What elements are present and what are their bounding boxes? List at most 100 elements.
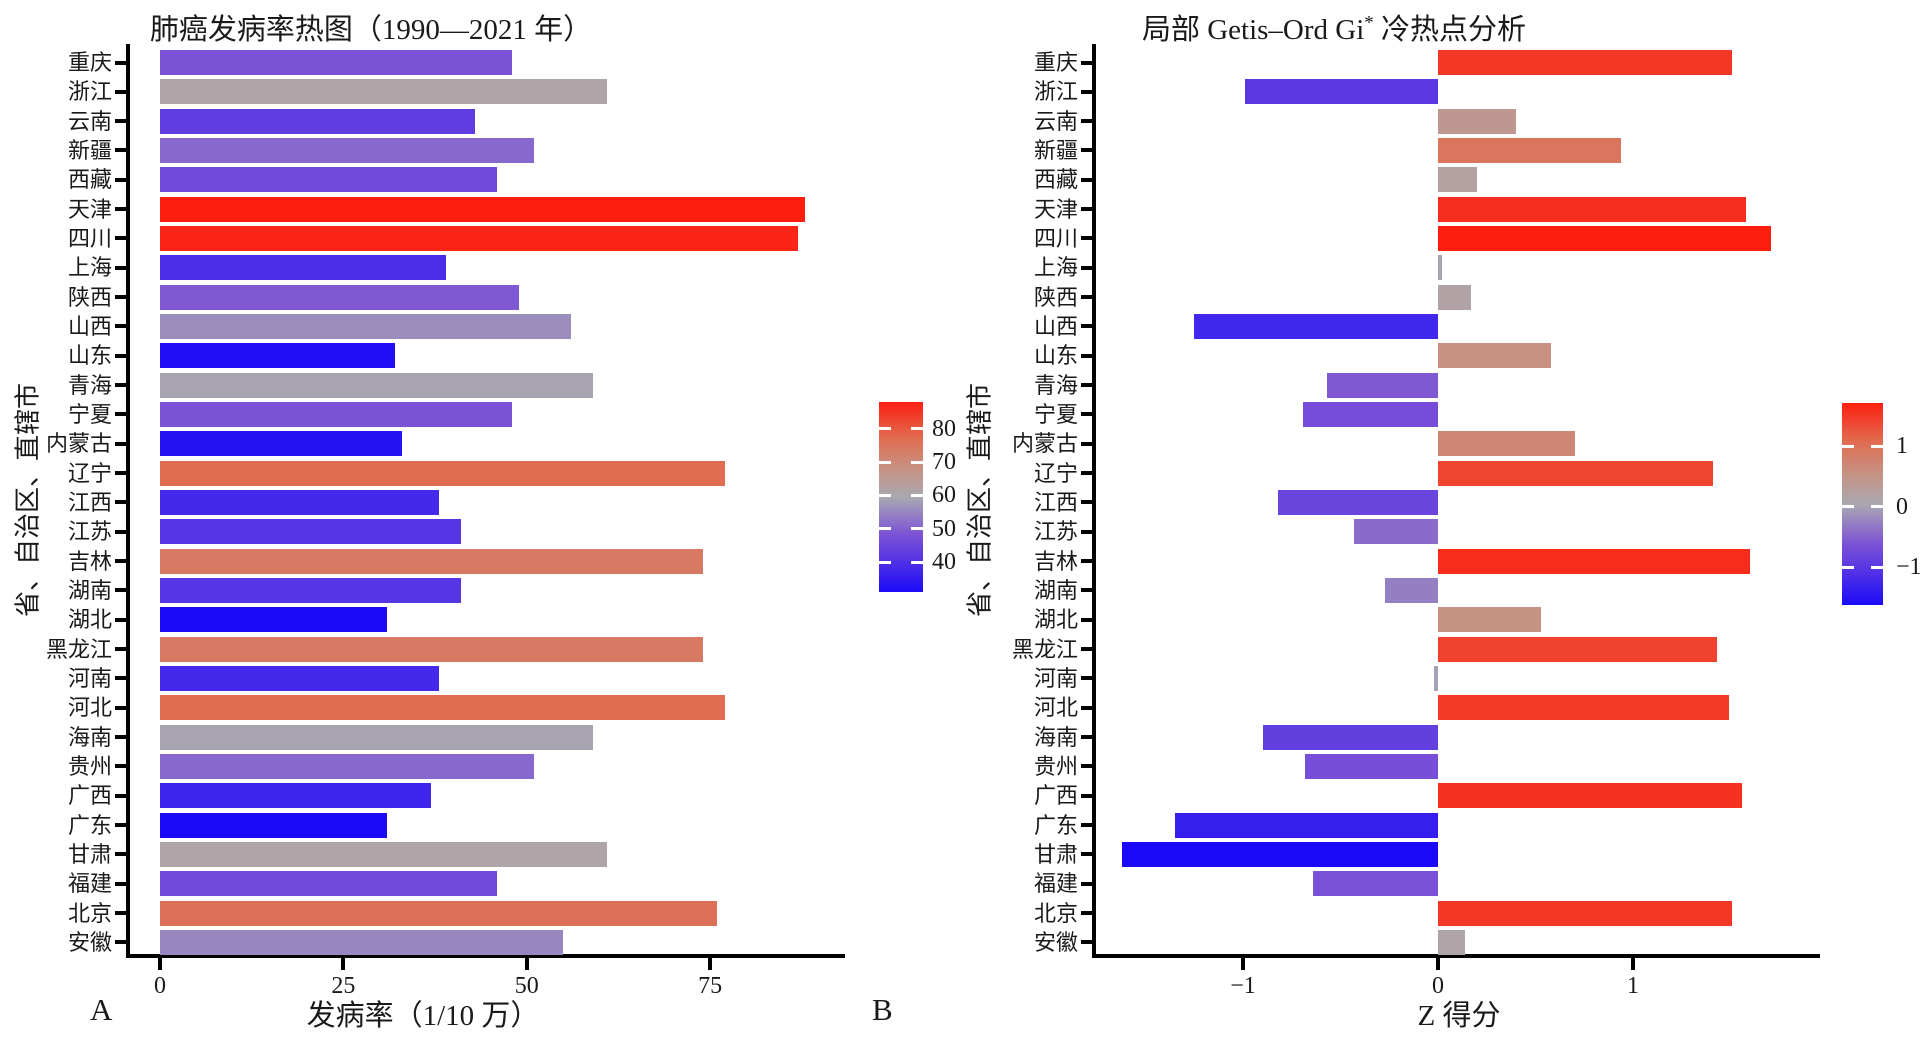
province-label: 重庆 (1033, 50, 1078, 75)
province-label: 天津 (67, 196, 112, 222)
province-label: 贵州 (67, 753, 112, 779)
x-tick-label: 75 (698, 973, 723, 999)
colorbar-tick-label: 1 (1896, 433, 1908, 460)
y-tick (1081, 764, 1092, 769)
y-tick (1081, 735, 1092, 740)
y-tick (115, 148, 126, 153)
colorbar-tick (879, 493, 891, 497)
y-tick (1081, 60, 1092, 65)
x-tick-label: 50 (514, 973, 539, 999)
bar (160, 577, 461, 603)
x-tick-label: 1 (1627, 973, 1639, 999)
y-tick (1081, 295, 1092, 300)
x-tick (708, 958, 713, 970)
colorbar-tick-label: 50 (932, 515, 956, 542)
bar (1244, 79, 1438, 105)
province-label: 辽宁 (1033, 460, 1078, 486)
bar (1122, 841, 1438, 867)
y-tick (115, 647, 126, 652)
y-tick (115, 353, 126, 358)
y-tick (115, 177, 126, 182)
bar (160, 871, 498, 897)
colorbar-tick (911, 527, 923, 531)
y-tick (1081, 823, 1092, 828)
bar (1438, 636, 1717, 662)
bar (1438, 225, 1772, 251)
province-label: 河北 (1033, 695, 1078, 721)
province-label: 云南 (67, 108, 112, 134)
bar (1313, 871, 1438, 897)
y-tick (115, 676, 126, 681)
province-label: 山东 (67, 343, 112, 369)
y-tick (115, 60, 126, 65)
province-label: 浙江 (67, 79, 112, 105)
bar (160, 783, 432, 809)
province-label: 河北 (67, 695, 112, 721)
province-label: 上海 (67, 255, 112, 281)
y-tick (1081, 647, 1092, 652)
bar (1438, 108, 1516, 134)
colorbar-tick (911, 427, 923, 431)
province-label: 青海 (1033, 372, 1078, 398)
y-tick (115, 852, 126, 857)
province-label: 贵州 (1033, 753, 1078, 779)
province-label: 江苏 (1033, 519, 1078, 545)
colorbar-tick (911, 460, 923, 464)
y-axis-spine (126, 44, 130, 958)
bar (1438, 255, 1442, 281)
bar (160, 255, 447, 281)
bar (160, 900, 718, 926)
bar (1194, 313, 1438, 339)
province-label: 海南 (67, 724, 112, 750)
province-label: 河南 (1033, 665, 1078, 691)
province-label: 西藏 (67, 167, 112, 193)
bar (1305, 753, 1438, 779)
bar (160, 607, 388, 633)
y-tick (115, 793, 126, 798)
province-label: 云南 (1033, 108, 1078, 134)
y-tick (1081, 617, 1092, 622)
bar (160, 665, 439, 691)
bar (160, 137, 535, 163)
y-axis-spine (1092, 44, 1096, 958)
y-tick (1081, 265, 1092, 270)
bar (160, 636, 703, 662)
y-tick (1081, 324, 1092, 329)
x-tick (1436, 958, 1440, 970)
province-label: 青海 (67, 372, 112, 398)
province-label: 广西 (1033, 783, 1078, 809)
y-tick (115, 295, 126, 300)
panel-b-title-suffix: 冷热点分析 (1373, 14, 1527, 46)
province-label: 湖南 (1033, 577, 1078, 603)
bar (160, 519, 461, 545)
bar (160, 50, 513, 75)
province-label: 江西 (67, 489, 112, 515)
bar (160, 401, 513, 427)
province-label: 安徽 (1033, 929, 1078, 955)
bar (160, 841, 608, 867)
y-tick (115, 383, 126, 388)
province-label: 广西 (67, 783, 112, 809)
bar (1278, 489, 1438, 515)
bar (160, 431, 403, 457)
bar (160, 167, 498, 193)
y-tick (1081, 529, 1092, 534)
x-axis-spine (1092, 954, 1820, 958)
bar (1438, 929, 1466, 955)
y-tick (1081, 471, 1092, 476)
colorbar-tick (1871, 444, 1883, 448)
colorbar-tick (879, 560, 891, 564)
bar (1438, 460, 1713, 486)
bar (160, 724, 593, 750)
y-tick (1081, 207, 1092, 212)
province-label: 福建 (1033, 871, 1078, 897)
colorbar-tick (1842, 565, 1854, 569)
x-axis-spine (126, 954, 845, 958)
y-tick (115, 911, 126, 916)
province-label: 黑龙江 (45, 636, 112, 662)
bar (1438, 167, 1477, 193)
y-tick (115, 324, 126, 329)
province-label: 天津 (1033, 196, 1078, 222)
x-tick-label: 0 (1432, 973, 1444, 999)
bar (160, 108, 476, 134)
